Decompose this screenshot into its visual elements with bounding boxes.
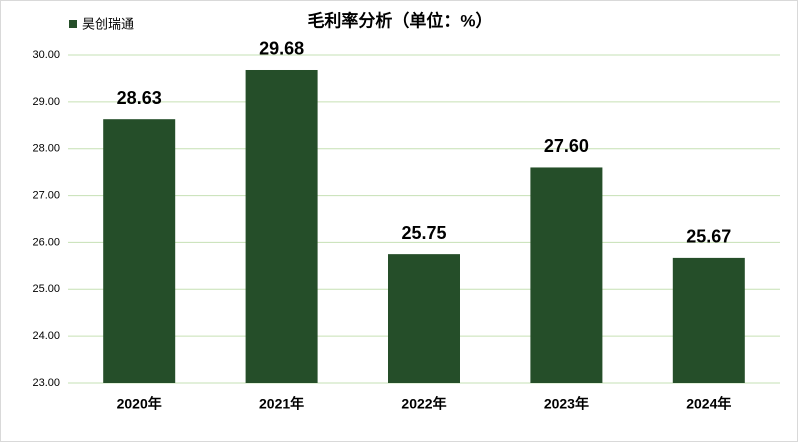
data-label: 25.67	[686, 227, 731, 247]
y-tick-label: 24.00	[32, 330, 60, 342]
x-tick-label: 2023年	[544, 396, 589, 412]
legend-swatch	[69, 20, 77, 28]
bar	[530, 167, 603, 383]
legend-label: 昊创瑞通	[82, 16, 134, 31]
bar	[388, 254, 460, 383]
x-tick-label: 2024年	[686, 396, 731, 412]
data-label: 25.75	[401, 223, 446, 243]
data-label: 28.63	[117, 88, 162, 108]
x-tick-label: 2020年	[117, 396, 162, 412]
y-tick-label: 27.00	[32, 189, 60, 201]
y-tick-label: 30.00	[32, 49, 60, 61]
y-tick-label: 25.00	[32, 283, 60, 295]
x-tick-label: 2021年	[259, 396, 304, 412]
y-tick-label: 28.00	[32, 143, 60, 155]
y-tick-label: 23.00	[32, 377, 60, 389]
bar	[672, 257, 745, 383]
bar	[245, 69, 318, 383]
chart-title: 毛利率分析（单位：%）	[307, 10, 492, 30]
data-label: 29.68	[259, 39, 304, 59]
y-tick-label: 29.00	[32, 96, 60, 108]
x-tick-label: 2022年	[401, 396, 446, 412]
data-label: 27.60	[544, 136, 589, 156]
y-tick-label: 26.00	[32, 236, 60, 248]
bar	[103, 119, 176, 384]
